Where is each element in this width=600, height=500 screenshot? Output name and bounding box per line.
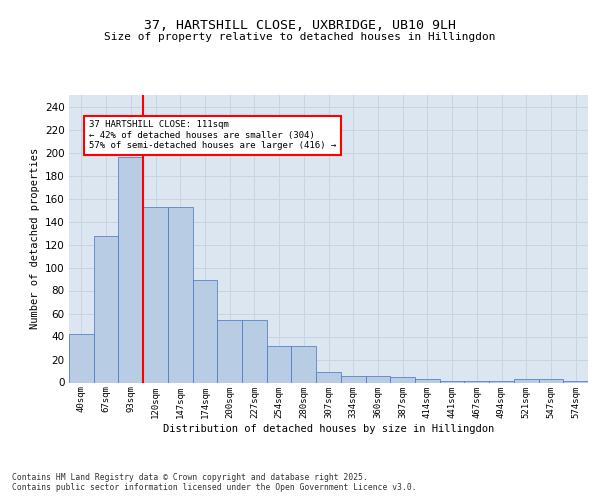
Bar xyxy=(94,236,118,382)
Bar xyxy=(341,376,365,382)
Bar xyxy=(143,206,168,382)
Text: 37, HARTSHILL CLOSE, UXBRIDGE, UB10 9LH: 37, HARTSHILL CLOSE, UXBRIDGE, UB10 9LH xyxy=(144,19,456,32)
Bar xyxy=(193,280,217,382)
Text: Contains public sector information licensed under the Open Government Licence v3: Contains public sector information licen… xyxy=(12,484,416,492)
Bar xyxy=(365,376,390,382)
Bar xyxy=(539,379,563,382)
Bar xyxy=(514,379,539,382)
Bar xyxy=(118,157,143,382)
Bar xyxy=(292,346,316,383)
Bar xyxy=(316,372,341,382)
Bar xyxy=(390,377,415,382)
Bar xyxy=(168,206,193,382)
Bar xyxy=(267,346,292,383)
Bar xyxy=(217,320,242,382)
Text: 37 HARTSHILL CLOSE: 111sqm
← 42% of detached houses are smaller (304)
57% of sem: 37 HARTSHILL CLOSE: 111sqm ← 42% of deta… xyxy=(89,120,336,150)
Text: Contains HM Land Registry data © Crown copyright and database right 2025.: Contains HM Land Registry data © Crown c… xyxy=(12,472,368,482)
Text: Size of property relative to detached houses in Hillingdon: Size of property relative to detached ho… xyxy=(104,32,496,42)
Y-axis label: Number of detached properties: Number of detached properties xyxy=(29,148,40,330)
Bar xyxy=(415,379,440,382)
X-axis label: Distribution of detached houses by size in Hillingdon: Distribution of detached houses by size … xyxy=(163,424,494,434)
Bar xyxy=(69,334,94,382)
Bar xyxy=(242,320,267,382)
